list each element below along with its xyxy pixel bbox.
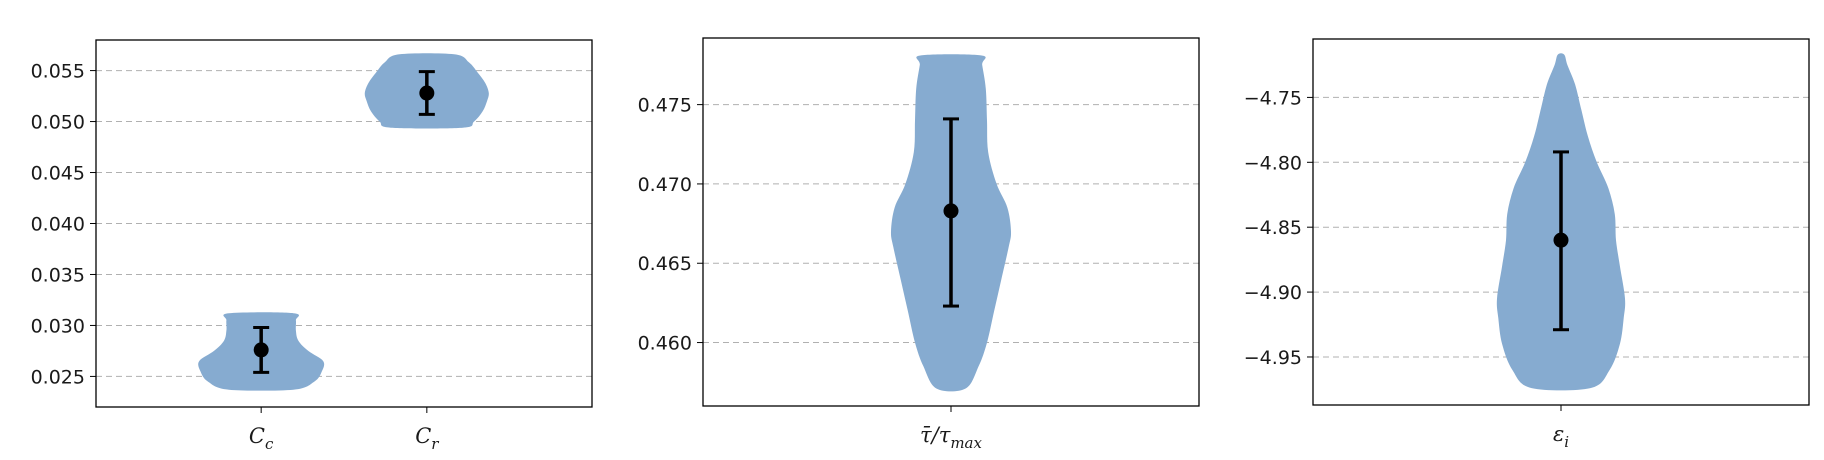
- y-tick-label: 0.050: [31, 112, 85, 134]
- axes-frame: [702, 37, 1200, 407]
- x-tick-label: εi: [1553, 422, 1569, 451]
- chart-panel-2: 0.460 0.465 0.470 0.475 τ̄/τmax: [638, 37, 1200, 452]
- y-tick-label: 0.460: [638, 333, 692, 355]
- mean-marker: [253, 342, 269, 358]
- axes-frame: [1312, 38, 1810, 406]
- chart-panel-1: 0.025 0.030 0.035 0.040 0.045 0.050 0.055 Cc Cr: [31, 39, 593, 453]
- chart-panel-3: −4.95 −4.90 −4.85 −4.80 −4.75 εi: [1244, 38, 1810, 451]
- y-tick-label: −4.85: [1244, 217, 1302, 239]
- y-tick-label: 0.025: [31, 366, 85, 388]
- y-tick-label: 0.470: [638, 174, 692, 196]
- x-tick-label: Cr: [415, 424, 439, 453]
- mean-marker: [943, 203, 959, 219]
- y-tick-label: 0.030: [31, 315, 85, 337]
- y-tick-label: 0.055: [31, 61, 85, 83]
- y-tick-label: −4.95: [1244, 347, 1302, 369]
- x-tick-label: τ̄/τmax: [920, 423, 982, 452]
- y-tick-label: 0.040: [31, 214, 85, 236]
- y-tick-label: 0.035: [31, 264, 85, 286]
- y-tick-label: −4.90: [1244, 282, 1302, 304]
- y-tick-label: −4.80: [1244, 152, 1302, 174]
- y-tick-label: 0.475: [638, 95, 692, 117]
- y-tick-label: 0.045: [31, 163, 85, 185]
- mean-marker: [419, 85, 435, 101]
- x-tick-label: Cc: [249, 424, 274, 453]
- mean-marker: [1553, 232, 1569, 248]
- axes-frame: [95, 39, 593, 408]
- y-tick-label: 0.465: [638, 253, 692, 275]
- y-tick-label: −4.75: [1244, 87, 1302, 109]
